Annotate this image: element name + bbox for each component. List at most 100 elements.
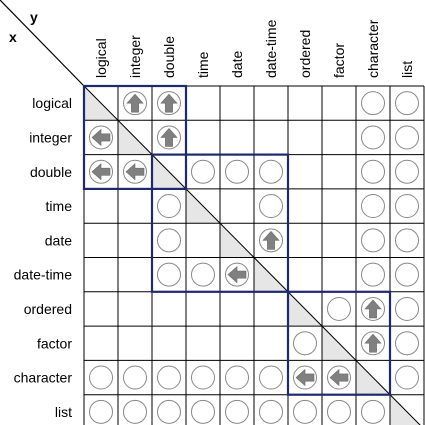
icon-circle: [89, 399, 113, 424]
circle-icon: [395, 91, 419, 116]
icon-circle: [157, 228, 181, 253]
arrow-shape: [91, 163, 111, 181]
row-label-integer: integer: [29, 129, 72, 145]
circle-icon: [225, 159, 249, 184]
row-label-list: list: [55, 404, 72, 420]
arrow-shape: [227, 265, 247, 284]
corner-x-label: x: [9, 29, 17, 45]
icon-circle: [395, 331, 419, 356]
arrow-shape: [329, 368, 349, 387]
circle-icon: [395, 159, 419, 184]
arrow-shape: [364, 333, 382, 353]
arrow-left-icon: [293, 365, 317, 390]
circle-icon: [191, 262, 215, 287]
column-label-ordered: ordered: [297, 30, 313, 78]
group-borders: [82, 84, 392, 396]
arrow-up-icon: [361, 296, 385, 321]
icon-circle: [395, 262, 419, 287]
arrow-shape: [126, 93, 144, 113]
circle-icon: [361, 159, 385, 184]
icon-circle: [259, 399, 283, 424]
icon-circle: [395, 125, 419, 150]
circle-icon: [293, 399, 317, 424]
circle-icon: [395, 331, 419, 356]
row-label-character: character: [14, 370, 73, 386]
icon-circle: [259, 194, 283, 219]
circle-icon: [191, 365, 215, 390]
circle-icon: [89, 399, 113, 424]
arrow-up-icon: [123, 91, 147, 116]
circle-icon: [157, 262, 181, 287]
circle-icon: [259, 365, 283, 390]
icon-circle: [361, 399, 385, 424]
arrow-up-icon: [259, 228, 283, 253]
circle-icon: [123, 365, 147, 390]
group-border-categorical: [286, 290, 392, 396]
circle-icon: [89, 365, 113, 390]
row-label-time: time: [46, 198, 73, 214]
circle-icon: [361, 194, 385, 219]
circle-icon: [259, 159, 283, 184]
icon-circle: [191, 365, 215, 390]
icon-circle: [123, 365, 147, 390]
row-label-date-time: date-time: [14, 267, 73, 283]
icon-circle: [327, 399, 351, 424]
circle-icon: [327, 399, 351, 424]
icon-circle: [157, 194, 181, 219]
icon-circle: [225, 159, 249, 184]
column-labels: logical integer double time date date-time ord…: [93, 19, 415, 78]
circle-icon: [259, 194, 283, 219]
column-label-factor: factor: [331, 43, 347, 78]
column-label-logical: logical: [93, 38, 109, 78]
arrow-shape: [160, 127, 178, 147]
circle-icon: [395, 194, 419, 219]
circle-icon: [395, 365, 419, 390]
circle-icon: [191, 159, 215, 184]
icon-circle: [361, 159, 385, 184]
circle-icon: [225, 399, 249, 424]
row-label-ordered: ordered: [24, 301, 72, 317]
icon-circle: [259, 159, 283, 184]
icon-circle: [191, 159, 215, 184]
icon-circle: [361, 125, 385, 150]
circle-icon: [123, 399, 147, 424]
column-label-time: time: [195, 51, 211, 78]
circle-icon: [157, 365, 181, 390]
column-label-character: character: [365, 19, 381, 78]
circle-icon: [395, 262, 419, 287]
arrow-left-icon: [225, 262, 249, 287]
icon-circle: [395, 296, 419, 321]
icon-circle: [293, 331, 317, 356]
icon-circle: [395, 365, 419, 390]
icon-circle: [123, 399, 147, 424]
arrow-shape: [91, 128, 111, 147]
arrow-up-icon: [157, 125, 181, 150]
circle-icon: [191, 399, 215, 424]
icon-circle: [361, 194, 385, 219]
icon-circle: [293, 399, 317, 424]
column-label-integer: integer: [127, 35, 143, 78]
circle-icon: [327, 296, 351, 321]
arrow-shape: [295, 368, 315, 387]
arrow-shape: [364, 299, 382, 319]
circle-icon: [395, 296, 419, 321]
row-label-double: double: [30, 164, 72, 180]
column-label-list: list: [399, 61, 415, 78]
icon-circle: [395, 194, 419, 219]
icon-circle: [191, 262, 215, 287]
icon-circle: [89, 365, 113, 390]
circle-icon: [157, 228, 181, 253]
arrow-shape: [160, 93, 178, 113]
icon-circle: [361, 91, 385, 116]
corner-header: x y: [0, 0, 85, 87]
arrow-shape: [262, 230, 280, 250]
corner-diagonal-line: [0, 0, 85, 87]
icon-circle: [361, 228, 385, 253]
icon-circle: [191, 399, 215, 424]
arrow-shape: [125, 163, 145, 181]
icon-circle: [225, 365, 249, 390]
circle-icon: [361, 262, 385, 287]
arrow-left-icon: [123, 159, 147, 184]
circle-icon: [157, 399, 181, 424]
column-label-double: double: [161, 36, 177, 78]
